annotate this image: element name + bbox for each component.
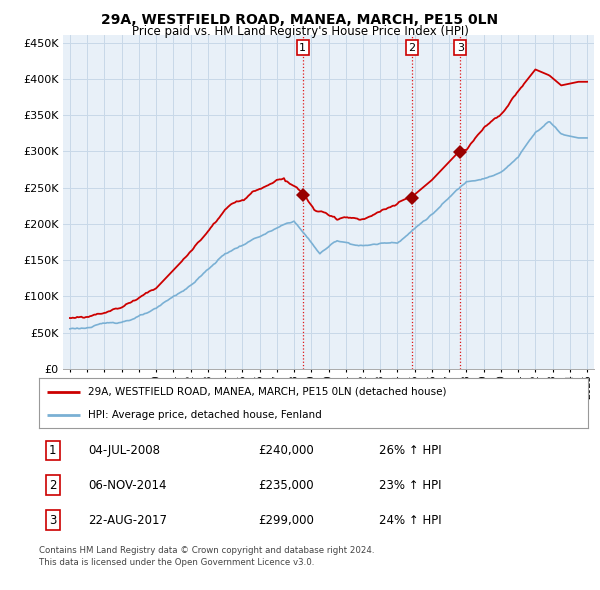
Text: 3: 3: [49, 514, 56, 527]
Text: 3: 3: [457, 42, 464, 53]
Text: HPI: Average price, detached house, Fenland: HPI: Average price, detached house, Fenl…: [88, 410, 322, 420]
Text: This data is licensed under the Open Government Licence v3.0.: This data is licensed under the Open Gov…: [39, 558, 314, 566]
Text: 06-NOV-2014: 06-NOV-2014: [88, 478, 167, 492]
Text: 29A, WESTFIELD ROAD, MANEA, MARCH, PE15 0LN: 29A, WESTFIELD ROAD, MANEA, MARCH, PE15 …: [101, 13, 499, 27]
Text: 1: 1: [299, 42, 306, 53]
Text: Price paid vs. HM Land Registry's House Price Index (HPI): Price paid vs. HM Land Registry's House …: [131, 25, 469, 38]
Text: 24% ↑ HPI: 24% ↑ HPI: [379, 514, 442, 527]
Text: 2: 2: [409, 42, 416, 53]
Text: 22-AUG-2017: 22-AUG-2017: [88, 514, 167, 527]
Text: 23% ↑ HPI: 23% ↑ HPI: [379, 478, 442, 492]
Text: 2: 2: [49, 478, 56, 492]
Text: 04-JUL-2008: 04-JUL-2008: [88, 444, 160, 457]
Text: 29A, WESTFIELD ROAD, MANEA, MARCH, PE15 0LN (detached house): 29A, WESTFIELD ROAD, MANEA, MARCH, PE15 …: [88, 386, 447, 396]
Text: 26% ↑ HPI: 26% ↑ HPI: [379, 444, 442, 457]
Text: 1: 1: [49, 444, 56, 457]
Text: Contains HM Land Registry data © Crown copyright and database right 2024.: Contains HM Land Registry data © Crown c…: [39, 546, 374, 555]
Text: £235,000: £235,000: [259, 478, 314, 492]
Text: £240,000: £240,000: [259, 444, 314, 457]
Text: £299,000: £299,000: [259, 514, 314, 527]
